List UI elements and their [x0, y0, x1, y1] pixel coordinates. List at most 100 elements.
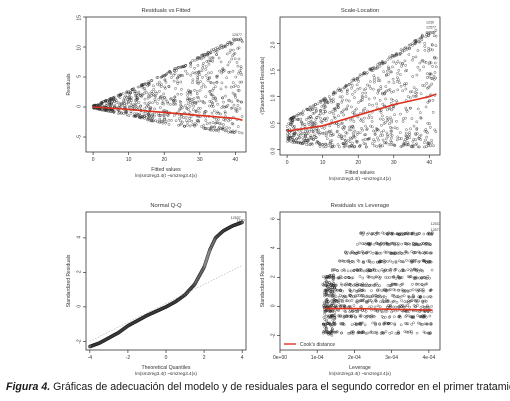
data-point [154, 90, 157, 94]
data-point [159, 106, 162, 109]
data-point [114, 98, 117, 101]
data-point [390, 90, 393, 94]
data-point [153, 114, 156, 118]
data-point [383, 260, 387, 263]
data-point [236, 99, 239, 102]
data-point [390, 282, 394, 286]
data-point [394, 277, 398, 280]
data-point [384, 300, 388, 303]
data-point [233, 57, 237, 61]
data-point [423, 42, 426, 45]
data-point [381, 92, 384, 96]
data-point [341, 137, 344, 140]
data-point [135, 97, 139, 101]
data-point [324, 110, 327, 113]
data-point [406, 95, 410, 98]
data-point [384, 315, 387, 319]
data-point [177, 124, 180, 127]
data-point [374, 294, 378, 297]
data-point [316, 102, 319, 106]
data-point [240, 80, 244, 84]
data-point [324, 280, 328, 283]
data-point [318, 143, 322, 146]
data-point [166, 113, 169, 116]
data-point [180, 88, 183, 91]
data-point [349, 284, 353, 287]
data-point [403, 269, 406, 273]
data-point [343, 260, 347, 263]
data-point [327, 300, 330, 304]
data-point [204, 258, 209, 262]
data-point [417, 283, 421, 286]
data-point [415, 331, 419, 335]
data-point [182, 65, 186, 69]
data-point [324, 305, 328, 308]
data-point [389, 284, 392, 287]
data-point [429, 332, 432, 335]
data-point [345, 141, 348, 145]
data-point [333, 286, 337, 290]
data-point [323, 127, 326, 130]
data-point [372, 66, 376, 69]
data-point [121, 102, 125, 106]
data-point [150, 114, 153, 118]
data-point [346, 269, 350, 273]
data-point [220, 44, 223, 47]
data-point [358, 275, 362, 278]
data-point [370, 120, 374, 123]
data-point [293, 117, 297, 121]
data-point [360, 127, 363, 130]
data-point [358, 283, 361, 286]
data-point [197, 96, 200, 100]
data-point [330, 274, 333, 277]
data-point [350, 79, 354, 82]
x-tick-label: 40 [427, 160, 433, 166]
data-point [401, 89, 404, 93]
y-axis-label: √|Standardized Residuals| [259, 57, 266, 115]
point-label: 12537 [431, 222, 441, 226]
data-point [401, 50, 404, 54]
data-point [408, 133, 411, 136]
data-point [362, 88, 366, 92]
data-point [413, 251, 417, 254]
data-point [359, 231, 363, 235]
data-point [330, 325, 334, 328]
data-point [204, 74, 208, 77]
data-point [236, 125, 240, 128]
data-point [407, 299, 410, 303]
data-point [323, 326, 326, 329]
data-point [143, 101, 147, 105]
data-point [390, 310, 393, 314]
data-point [356, 87, 360, 91]
data-point [362, 261, 366, 264]
data-point [424, 35, 428, 38]
data-point [406, 331, 410, 334]
data-point [415, 73, 419, 77]
data-point [105, 104, 109, 107]
data-point [321, 119, 325, 122]
data-point [333, 286, 336, 289]
data-point [366, 299, 370, 303]
data-point [368, 103, 371, 106]
data-point [402, 142, 406, 146]
data-point [358, 294, 361, 297]
data-point [373, 269, 376, 272]
data-point [188, 119, 192, 122]
data-point [418, 251, 422, 255]
data-point [230, 57, 233, 61]
data-point [400, 305, 403, 308]
data-point [400, 276, 404, 279]
y-axis-label: Residuals [66, 73, 72, 95]
data-point [322, 108, 326, 111]
data-point [414, 259, 418, 262]
data-point [361, 91, 364, 95]
data-point [356, 310, 359, 314]
data-point [390, 322, 393, 325]
data-point [421, 251, 425, 255]
data-point [201, 99, 205, 103]
data-point [403, 49, 406, 52]
data-point [404, 310, 408, 313]
data-point [332, 330, 336, 334]
data-point [347, 260, 351, 263]
data-point [370, 314, 373, 317]
